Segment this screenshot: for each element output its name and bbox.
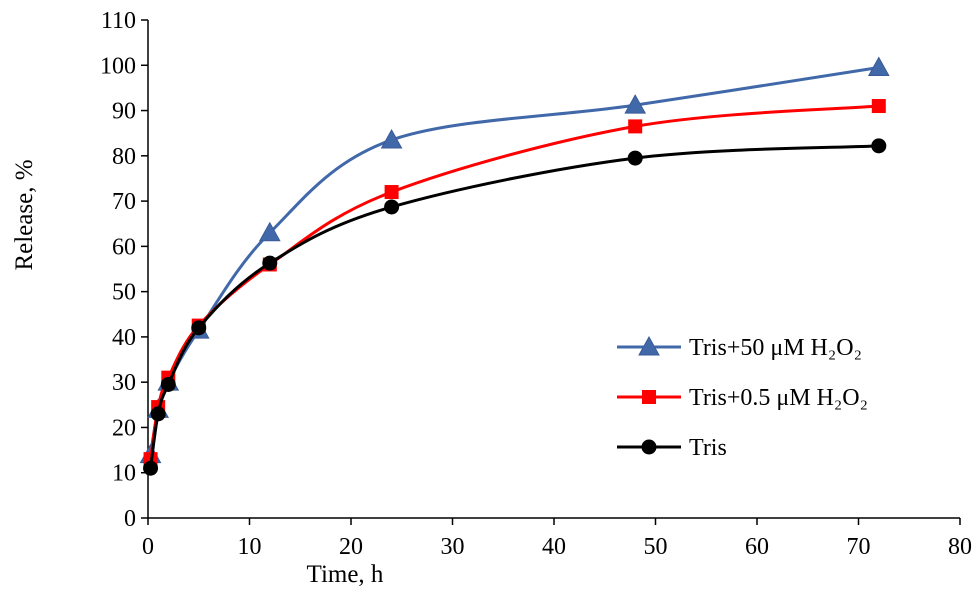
data-point — [871, 99, 886, 114]
y-tick-label: 100 — [100, 53, 136, 79]
axes: 0 10 20 30 40 50 60 70 80 90 100 110 0 10 20 30 40 50 60 70… — [100, 8, 972, 560]
data-point — [160, 376, 176, 392]
x-tick-label: 50 — [644, 534, 668, 560]
legend: Tris+50 μM H₂O₂ Tris+0.5 μM H₂O₂ Tris — [617, 335, 868, 461]
legend-entry: Tris — [617, 435, 727, 461]
data-point — [384, 185, 399, 200]
legend-label: Tris+0.5 μM H₂O₂ — [689, 385, 868, 411]
y-tick-label: 110 — [101, 8, 136, 34]
data-point — [871, 138, 887, 154]
data-point — [262, 255, 278, 271]
data-point — [380, 128, 403, 149]
legend-entry: Tris+0.5 μM H₂O₂ — [617, 385, 868, 411]
y-tick-label: 0 — [124, 506, 136, 532]
data-point — [384, 199, 400, 215]
y-tick-label: 10 — [112, 461, 136, 487]
y-tick-label: 70 — [112, 189, 136, 215]
y-tick-label: 30 — [112, 370, 136, 396]
x-tick-label: 40 — [542, 534, 566, 560]
series-3 — [143, 138, 887, 476]
data-point — [628, 119, 643, 134]
legend-marker — [641, 439, 657, 455]
legend-entry: Tris+50 μM H₂O₂ — [617, 335, 862, 361]
y-tick-label: 90 — [112, 99, 136, 125]
y-axis-title: Release, % — [11, 159, 38, 270]
data-point — [258, 221, 281, 242]
data-point — [867, 56, 890, 77]
series-layer — [139, 56, 890, 476]
data-point — [627, 150, 643, 166]
y-tick-label: 50 — [112, 280, 136, 306]
x-tick-label: 30 — [441, 534, 465, 560]
y-tick-label: 40 — [112, 325, 136, 351]
y-tick-label: 60 — [112, 234, 136, 260]
x-tick-label: 20 — [339, 534, 363, 560]
y-tick-label: 80 — [112, 144, 136, 170]
data-point — [150, 406, 166, 422]
legend-label: Tris+50 μM H₂O₂ — [689, 335, 862, 361]
x-tick-label: 70 — [847, 534, 871, 560]
x-tick-label: 0 — [142, 534, 154, 560]
data-point — [624, 94, 647, 114]
x-tick-label: 60 — [745, 534, 769, 560]
legend-marker — [642, 390, 656, 404]
data-point — [191, 320, 207, 336]
x-tick-label: 80 — [948, 534, 972, 560]
legend-label: Tris — [689, 435, 727, 461]
y-tick-label: 20 — [112, 415, 136, 441]
x-axis-title: Time, h — [307, 561, 384, 588]
series-2 — [143, 99, 886, 467]
legend-marker — [638, 335, 660, 356]
data-point — [143, 460, 159, 476]
x-tick-label: 10 — [238, 534, 262, 560]
series-line — [149, 144, 879, 469]
